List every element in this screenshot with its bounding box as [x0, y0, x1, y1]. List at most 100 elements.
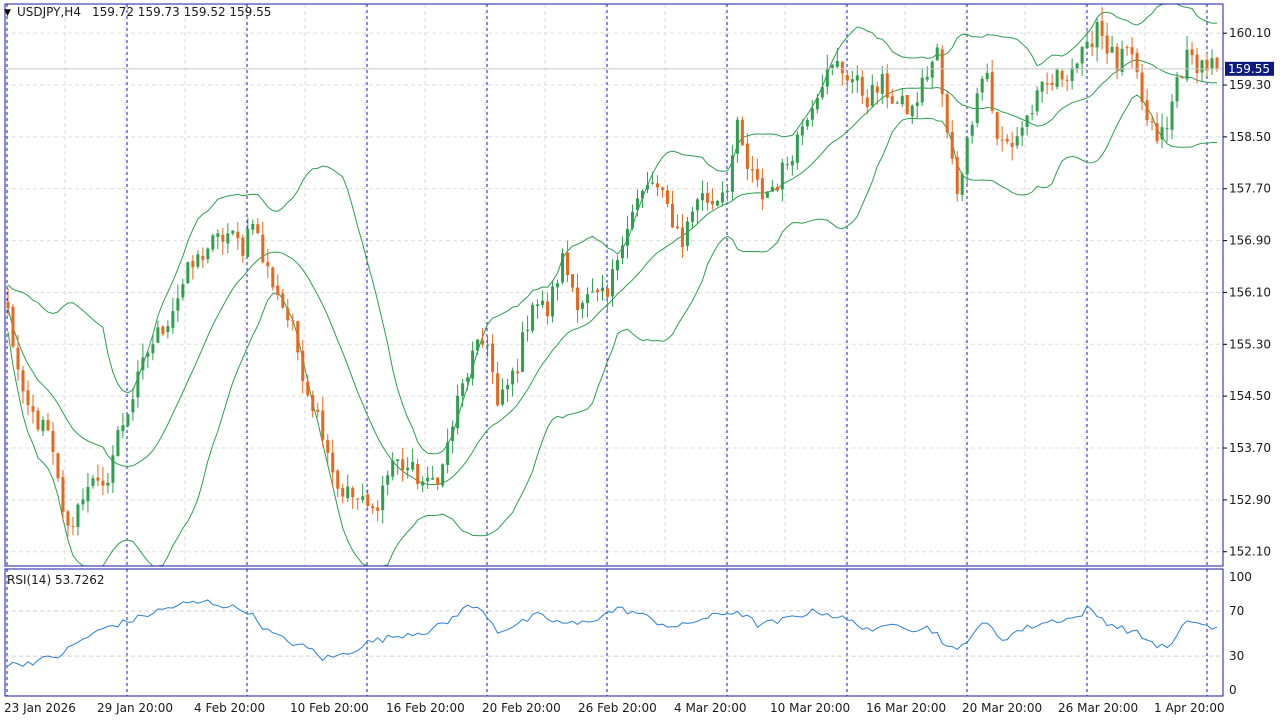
candle: [251, 219, 255, 236]
candle-body: [825, 68, 829, 87]
candle-body: [655, 183, 659, 188]
candle: [950, 119, 954, 165]
candle-body: [251, 223, 255, 230]
candle: [1020, 121, 1024, 147]
candle: [690, 206, 694, 228]
candle: [31, 394, 35, 424]
candle: [1210, 49, 1214, 76]
candle: [116, 426, 120, 457]
symbol-label: USDJPY,H4: [17, 5, 81, 19]
candle-body: [885, 73, 889, 98]
candle: [1125, 44, 1129, 56]
candle: [131, 387, 135, 421]
candle-body: [1155, 123, 1159, 142]
candle-body: [955, 156, 959, 194]
rsi-y-tick-label: 100: [1229, 570, 1252, 584]
candle-body: [151, 344, 155, 354]
candle: [1075, 62, 1079, 73]
candle: [161, 324, 165, 337]
candle-body: [281, 293, 285, 308]
candle-body: [541, 300, 545, 305]
candle: [206, 247, 210, 264]
period-separators: [6, 4, 1208, 696]
y-tick-label: 152.90: [1229, 493, 1271, 507]
candle: [26, 380, 30, 416]
candle: [146, 350, 150, 369]
candle: [56, 452, 60, 482]
candle-body: [965, 137, 969, 175]
candle-body: [1055, 69, 1059, 87]
candle: [456, 384, 460, 435]
x-tick-label: 1 Apr 20:00: [1154, 701, 1225, 715]
candle-body: [156, 327, 160, 343]
candle: [276, 274, 280, 301]
candle: [126, 414, 130, 428]
candle: [900, 89, 904, 108]
candle: [16, 334, 20, 381]
candle: [1050, 74, 1054, 91]
candle: [770, 180, 774, 193]
candle: [351, 486, 355, 509]
candle: [1005, 134, 1009, 145]
candle: [256, 218, 260, 235]
candle-body: [356, 498, 360, 500]
candle: [421, 476, 425, 493]
candle-body: [246, 228, 250, 257]
candle: [1085, 29, 1089, 49]
candle: [591, 278, 595, 293]
candle-body: [735, 119, 739, 154]
collapse-triangle-icon[interactable]: ▼: [4, 8, 11, 18]
candle: [1180, 75, 1184, 79]
candle: [1010, 131, 1014, 161]
candle-body: [16, 347, 20, 370]
candle-body: [680, 227, 684, 248]
candle-body: [81, 499, 85, 505]
candle-body: [511, 370, 515, 385]
candle: [301, 340, 305, 394]
candle: [506, 378, 510, 402]
candle-body: [336, 470, 340, 489]
candle: [341, 483, 345, 504]
candle-body: [521, 332, 525, 372]
candle-body: [261, 234, 265, 263]
candle: [790, 155, 794, 176]
candle: [1215, 56, 1219, 72]
grid-layer: [5, 4, 1223, 566]
candle-body: [810, 108, 814, 120]
candle: [611, 259, 614, 307]
candle-body: [1140, 72, 1144, 102]
candle: [965, 136, 969, 184]
candle: [905, 94, 909, 115]
candle: [1045, 72, 1049, 95]
candle-body: [1120, 48, 1124, 72]
candle: [800, 119, 804, 146]
candle: [910, 104, 914, 125]
candle-body: [446, 442, 450, 465]
candle: [1150, 115, 1154, 131]
candle: [541, 290, 545, 309]
ohlc-label: 159.72 159.73 159.52 159.55: [92, 5, 271, 19]
candle-body: [1005, 138, 1009, 142]
current-price-label: 159.55: [1228, 62, 1270, 76]
candle: [1110, 35, 1114, 54]
candle: [670, 190, 674, 229]
candle-body: [231, 230, 235, 234]
candle: [695, 197, 699, 224]
bb-upper-line: [7, 3, 1218, 455]
candle-body: [531, 304, 535, 331]
candle: [386, 470, 390, 496]
candle: [76, 502, 80, 536]
candle-body: [606, 288, 610, 297]
candle: [66, 509, 70, 538]
candle: [21, 365, 25, 404]
candle: [306, 374, 310, 398]
candle-body: [211, 235, 215, 250]
candle-body: [341, 487, 345, 497]
candle: [61, 470, 65, 521]
candle: [715, 199, 719, 207]
candle: [985, 63, 989, 82]
candle: [41, 416, 45, 437]
candle: [436, 477, 440, 491]
candle-body: [880, 74, 884, 94]
